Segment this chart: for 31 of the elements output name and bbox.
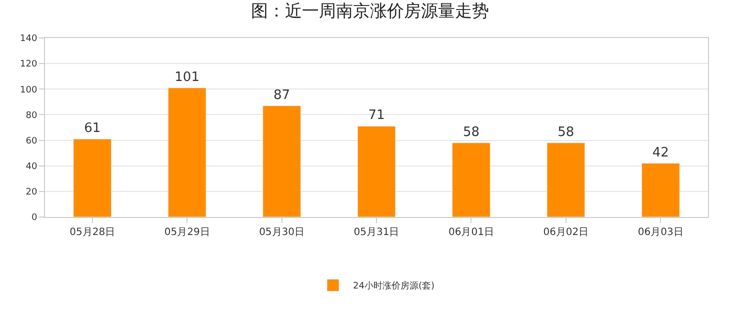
data-label: 87 (274, 88, 290, 103)
y-tick-label: 100 (20, 85, 38, 96)
bar (73, 138, 112, 217)
y-tick-label: 40 (26, 162, 38, 172)
x-tick-label: 05月28日 (70, 227, 116, 238)
data-label: 58 (462, 124, 480, 140)
x-tick-label: 05月31日 (354, 227, 400, 238)
bar (357, 126, 396, 217)
y-tick-label: 60 (26, 136, 38, 146)
bar (546, 142, 586, 217)
data-label: 71 (368, 108, 385, 124)
y-tick-label: 20 (26, 188, 38, 198)
y-tick-label: 120 (20, 60, 38, 70)
x-tick-label: 06月01日 (448, 227, 494, 238)
chart-title: 图：近一周南京涨价房源量走势 (251, 2, 489, 22)
bar (262, 106, 301, 217)
data-label: 101 (174, 70, 200, 85)
x-tick-label: 06月02日 (543, 227, 589, 238)
x-tick-label: 05月29日 (164, 227, 210, 238)
data-label: 42 (652, 145, 669, 160)
bar (641, 163, 680, 217)
y-tick-label: 140 (20, 34, 38, 44)
data-label: 58 (558, 124, 574, 140)
data-label: 61 (84, 121, 101, 136)
legend-label: 24小时涨价房源(套) (353, 280, 434, 292)
bar (168, 88, 206, 217)
bar (452, 142, 490, 217)
x-tick-label: 06月03日 (638, 227, 684, 238)
x-tick-label: 05月30日 (259, 227, 305, 238)
y-tick-label: 0 (31, 213, 38, 224)
y-tick-label: 80 (26, 110, 38, 121)
